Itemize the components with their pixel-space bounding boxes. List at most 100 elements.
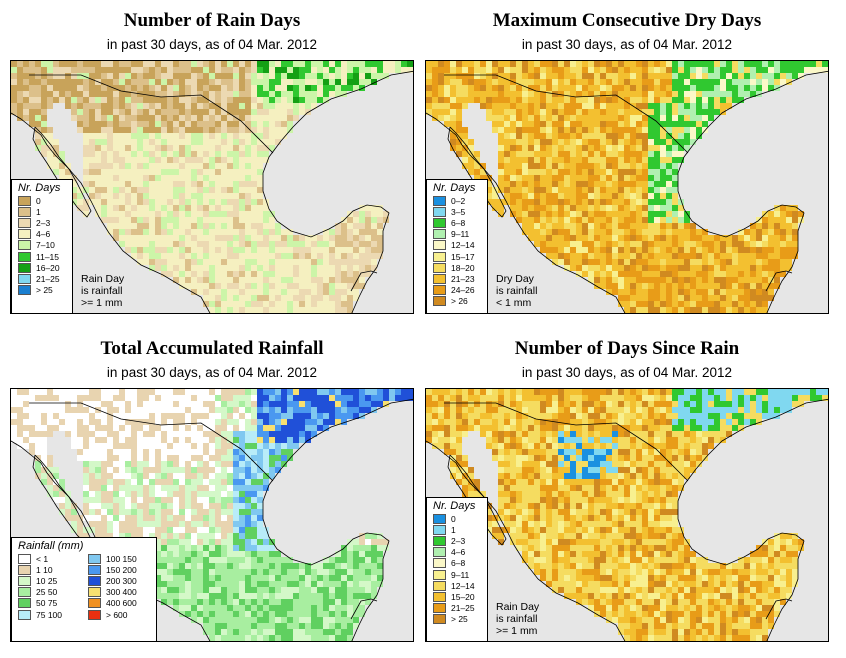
legend-swatch	[18, 285, 31, 296]
legend-swatch	[433, 535, 446, 546]
legend-label: > 25	[451, 614, 468, 625]
legend-label: 400 600	[106, 598, 137, 609]
note-line: is rainfall	[496, 285, 538, 297]
legend-label: 15–17	[451, 251, 475, 262]
legend-item: 24–26	[427, 285, 487, 296]
map-note: Rain Day is rainfall >= 1 mm	[496, 601, 539, 637]
legend-item: 16–20	[12, 262, 72, 273]
note-line: >= 1 mm	[81, 297, 123, 309]
legend-item: 0	[12, 195, 72, 206]
legend-label: < 1	[36, 553, 49, 564]
legend-label: 1	[36, 206, 41, 217]
legend-item: 150 200	[88, 564, 154, 575]
legend-swatch	[18, 575, 31, 586]
legend-item: 3–5	[427, 206, 487, 217]
legend-swatch	[18, 553, 31, 564]
legend-swatch	[18, 262, 31, 273]
legend-label: 0–2	[451, 195, 466, 206]
legend-item: 2–3	[12, 217, 72, 228]
map-note: Dry Day is rainfall < 1 mm	[496, 273, 537, 309]
legend-swatch	[433, 580, 446, 591]
legend-swatch	[18, 609, 31, 620]
legend-label: 12–14	[451, 580, 475, 591]
panel-title: Total Accumulated Rainfall	[100, 338, 324, 359]
legend-swatch	[88, 564, 101, 575]
legend-item: 2–3	[427, 535, 487, 546]
legend-swatch	[433, 229, 446, 240]
legend-label: 1	[451, 524, 456, 535]
legend-item: 75 100	[18, 609, 84, 620]
legend-item: 6–8	[427, 217, 487, 228]
legend-item: 1	[427, 524, 487, 535]
legend-swatch	[433, 251, 446, 262]
legend-swatch	[433, 591, 446, 602]
legend-item: 21–25	[12, 273, 72, 284]
legend-title: Nr. Days	[433, 182, 476, 194]
legend-swatch	[433, 569, 446, 580]
legend-swatch	[433, 195, 446, 206]
legend-swatch	[18, 273, 31, 284]
map-rainfall: Rainfall (mm) < 1 100 150 1 10 150 200 10 25…	[10, 388, 414, 642]
legend-item: 200 300	[88, 575, 154, 586]
legend-label: 24–26	[451, 285, 475, 296]
legend-swatch	[433, 285, 446, 296]
us-mexico-border	[29, 74, 274, 154]
legend-item: 15–20	[427, 591, 487, 602]
panel-subtitle: in past 30 days, as of 04 Mar. 2012	[106, 365, 318, 380]
legend-swatch	[433, 513, 446, 524]
legend-label: 2–3	[451, 535, 466, 546]
legend-item: > 25	[12, 285, 72, 296]
legend-swatch	[18, 217, 31, 228]
map-dry-days: Nr. Days 0–2 3–5 6–8 9–11 12–14 15–17 18–20 21–…	[425, 60, 829, 314]
guatemala-border	[765, 598, 793, 620]
legend-label: 7–10	[36, 240, 55, 251]
note-line: < 1 mm	[496, 297, 532, 309]
legend-item: 12–14	[427, 240, 487, 251]
map-days-since-rain: Nr. Days 0 1 2–3 4–6 6–8 9–11 12–14 15–20 21–25 >…	[425, 388, 829, 642]
legend: Rainfall (mm) < 1 100 150 1 10 150 200 10 25…	[11, 537, 157, 641]
us-mexico-border	[444, 74, 689, 154]
legend-item: > 25	[427, 614, 487, 625]
legend-label: 10 25	[36, 575, 58, 586]
panel-title: Number of Days Since Rain	[514, 338, 740, 359]
legend-item: 21–25	[427, 603, 487, 614]
panel-title: Maximum Consecutive Dry Days	[492, 10, 762, 31]
legend-row: 75 100 > 600	[12, 609, 156, 620]
coastline	[11, 70, 413, 313]
legend-swatch	[433, 262, 446, 273]
legend-swatch	[18, 587, 31, 598]
map-canvas	[426, 61, 828, 313]
legend-row: 10 25 200 300	[12, 575, 156, 586]
legend-label: 9–11	[451, 229, 470, 240]
legend-item: 15–17	[427, 251, 487, 262]
legend-row: < 1 100 150	[12, 553, 156, 564]
note-line: Rain Day	[496, 601, 540, 613]
legend-swatch	[433, 206, 446, 217]
legend-item: 50 75	[18, 598, 84, 609]
baja-coastline	[447, 454, 507, 546]
legend-swatch	[88, 609, 101, 620]
legend-title: Rainfall (mm)	[18, 540, 84, 552]
legend-label: 11–15	[36, 251, 60, 262]
legend-swatch	[18, 251, 31, 262]
legend-label: 9–11	[451, 569, 470, 580]
legend: Nr. Days 0 1 2–3 4–6 7–10 11–15 16–20 21–25 > 25	[11, 179, 73, 313]
note-line: Rain Day	[81, 273, 125, 285]
legend-item: 400 600	[88, 598, 154, 609]
legend-item: 0	[427, 513, 487, 524]
note-line: is rainfall	[496, 613, 538, 625]
legend-item: 21–23	[427, 273, 487, 284]
legend-item: 9–11	[427, 229, 487, 240]
legend-item: 10 25	[18, 575, 84, 586]
legend-item: 1 10	[18, 564, 84, 575]
legend-label: 1 10	[36, 564, 53, 575]
legend-label: 75 100	[36, 609, 62, 620]
legend-item: < 1	[18, 553, 84, 564]
legend-swatch	[88, 587, 101, 598]
note-line: >= 1 mm	[496, 625, 538, 637]
legend: Nr. Days 0 1 2–3 4–6 6–8 9–11 12–14 15–20 21–25 >…	[426, 497, 488, 641]
guatemala-border	[350, 270, 378, 292]
legend-item: 7–10	[12, 240, 72, 251]
legend-item: > 600	[88, 609, 154, 620]
legend-item: 12–14	[427, 580, 487, 591]
